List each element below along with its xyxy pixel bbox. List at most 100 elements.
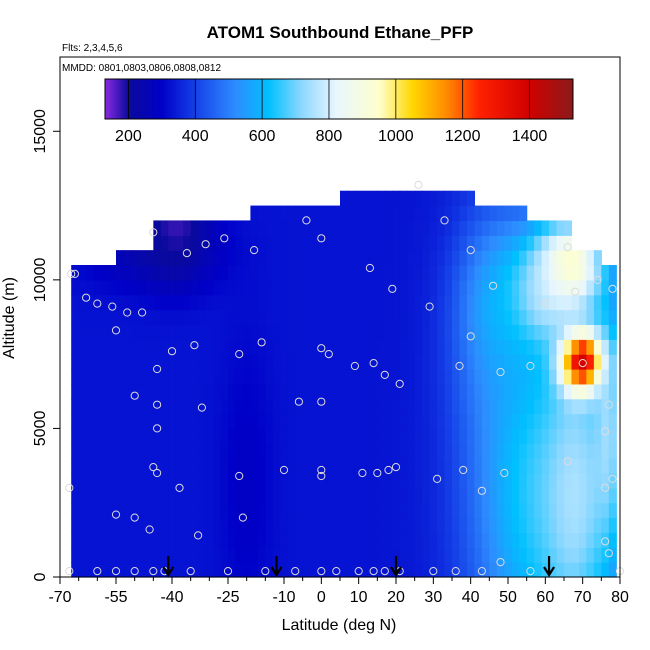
heatmap-cell [556,547,565,563]
heatmap-cell [496,562,505,578]
heatmap-cell [578,339,587,355]
heatmap-cell [101,517,110,534]
heatmap-cell [250,517,259,534]
colorbar-tick-label: 1400 [512,128,548,145]
heatmap-cell [452,502,461,519]
heatmap-cell [220,413,229,430]
heatmap-cell [302,265,311,281]
heatmap-cell [377,413,386,430]
heatmap-cell [116,502,125,519]
x-tick-label: 30 [424,589,442,606]
heatmap-cell [564,473,573,489]
heatmap-cell [496,205,505,222]
heatmap-cell [332,279,341,296]
heatmap-cell [564,428,573,444]
heatmap-cell [250,294,259,311]
heatmap-cell [116,383,125,400]
heatmap-cell [325,294,334,311]
heatmap-cell [362,220,371,236]
heatmap-cell [526,324,535,340]
heatmap-cell [452,294,461,311]
heatmap-cell [459,354,468,370]
heatmap-cell [593,339,602,355]
heatmap-cell [369,413,378,430]
heatmap-cell [168,279,177,296]
heatmap-cell [160,235,169,251]
heatmap-cell [175,309,184,326]
heatmap-cell [160,265,169,281]
heatmap-cell [429,458,438,474]
heatmap-cell [511,458,520,474]
heatmap-cell [429,443,438,459]
heatmap-cell [332,294,341,311]
heatmap-cell [287,413,296,430]
heatmap-cell [444,324,453,340]
heatmap-cell [437,428,446,444]
heatmap-cell [377,324,386,340]
heatmap-cell [332,265,341,281]
heatmap-cell [504,532,513,548]
heatmap-cell [198,413,207,430]
heatmap-cell [444,294,453,311]
heatmap-cell [168,428,177,444]
heatmap-cell [377,458,386,474]
heatmap-cell [444,398,453,415]
heatmap-cell [228,279,237,296]
heatmap-cell [496,517,505,534]
heatmap-cell [377,502,386,519]
heatmap-cell [295,369,304,385]
heatmap-cell [287,532,296,548]
heatmap-cell [287,383,296,400]
heatmap-cell [459,324,468,340]
sample-point [604,400,613,409]
heatmap-cell [86,339,95,355]
heatmap-cell [213,458,222,474]
heatmap-cell [250,205,259,222]
heatmap-cell [392,413,401,430]
heatmap-cell [93,265,102,281]
heatmap-cell [362,562,371,578]
sample-point [354,567,363,576]
heatmap-cell [519,502,528,519]
heatmap-cell [310,413,319,430]
heatmap-cell [340,265,349,281]
sample-point [317,397,326,406]
heatmap-cell [250,413,259,430]
heatmap-cell [452,487,461,504]
heatmap-cell [466,398,475,415]
heatmap-cell [534,339,543,355]
heatmap-cell [519,562,528,578]
heatmap-cell [392,473,401,489]
heatmap-cell [78,428,87,444]
heatmap-cell [437,473,446,489]
flight-arrows [162,556,555,578]
arrow-head [543,566,555,578]
heatmap-cell [71,502,80,519]
heatmap-cell [362,265,371,281]
heatmap-cell [384,473,393,489]
heatmap-cell [280,205,289,222]
heatmap-cell [444,250,453,266]
heatmap-cell [429,190,438,207]
sample-point [194,531,203,540]
heatmap-cell [325,220,334,236]
heatmap-cell [377,443,386,459]
heatmap-cell [340,398,349,415]
heatmap-cell [250,487,259,504]
heatmap-cell [444,487,453,504]
heatmap-cell [369,428,378,444]
sample-point [369,567,378,576]
heatmap-cell [437,235,446,251]
heatmap-cell [399,190,408,207]
heatmap-cell [534,309,543,326]
heatmap-cell [437,458,446,474]
heatmap-cell [571,517,580,534]
heatmap-cell [422,324,431,340]
heatmap-cell [399,458,408,474]
sample-point [149,567,158,576]
heatmap-cell [310,235,319,251]
heatmap-cell [556,532,565,548]
heatmap-cell [504,428,513,444]
heatmap-cell [369,369,378,385]
